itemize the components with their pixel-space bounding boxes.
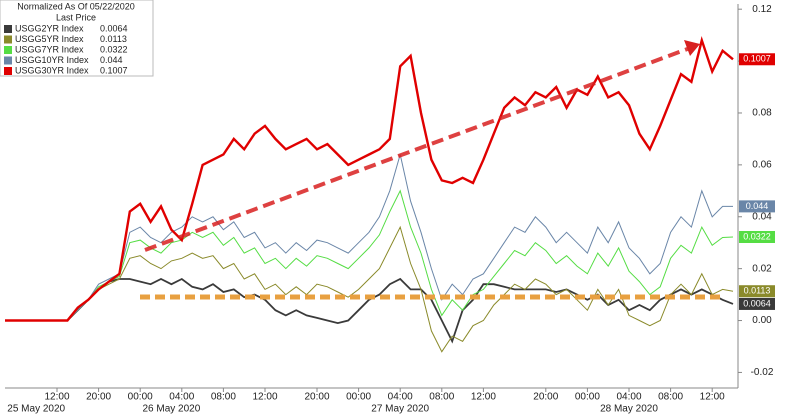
y-tick-label: 0.12: [752, 4, 772, 15]
last-price-label: 0.0113: [744, 286, 771, 296]
legend-title: Normalized As Of 05/22/2020: [17, 1, 135, 11]
y-tick-label: 0.08: [752, 108, 772, 119]
series-line: [5, 189, 734, 321]
legend-value: 0.1007: [100, 65, 128, 75]
last-price-label: 0.044: [746, 201, 769, 211]
x-date-label: 27 May 2020: [371, 404, 429, 414]
x-tick-label: 04:00: [616, 392, 641, 403]
trend-arrow-head: [684, 40, 700, 56]
x-tick-label: 12:00: [471, 392, 496, 403]
legend-value: 0.0064: [100, 23, 128, 33]
legend-label: USGG7YR Index: [15, 44, 84, 54]
last-price-label: 0.1007: [743, 54, 771, 64]
x-tick-label: 12:00: [252, 392, 277, 403]
last-price-box: [739, 230, 775, 243]
x-tick-label: 08:00: [658, 392, 683, 403]
x-tick-label: 04:00: [169, 392, 194, 403]
y-tick-label: 0.04: [752, 211, 772, 222]
series-line: [5, 154, 733, 321]
legend: Normalized As Of 05/22/2020 Last Price U…: [0, 0, 154, 77]
series-line: [5, 225, 734, 353]
x-tick-label: 00:00: [128, 392, 153, 403]
legend-value: 0.0322: [100, 44, 128, 54]
x-tick-label: 20:00: [533, 392, 558, 403]
x-tick-label: 20:00: [86, 392, 111, 403]
x-date-label: 25 May 2020: [7, 404, 65, 414]
legend-label: USGG2YR Index: [15, 23, 84, 33]
x-date-label: 26 May 2020: [142, 404, 200, 414]
x-date-label: 28 May 2020: [600, 404, 658, 414]
x-tick-label: 20:00: [304, 392, 329, 403]
plot-area: [5, 36, 734, 353]
y-tick-label: 0.06: [752, 160, 772, 171]
legend-swatch: [4, 35, 12, 44]
y-tick-label: 0.02: [752, 263, 772, 274]
legend-swatch: [4, 67, 12, 75]
legend-value: 0.044: [100, 55, 123, 65]
x-tick-label: 00:00: [575, 392, 600, 403]
x-tick-label: 12:00: [700, 392, 725, 403]
series-line: [5, 36, 734, 322]
x-tick-label: 04:00: [388, 392, 413, 403]
x-tick-label: 00:00: [346, 392, 371, 403]
x-tick-label: 08:00: [211, 392, 236, 403]
legend-subtitle: Last Price: [56, 12, 96, 22]
last-price-label: 0.0322: [743, 231, 771, 241]
legend-label: USGG30YR Index: [15, 65, 89, 75]
series-line: [5, 277, 734, 344]
annotations: [140, 40, 722, 300]
last-price-box: [739, 53, 775, 66]
last-price-box: [739, 297, 775, 310]
y-tick-label: 0.00: [752, 315, 772, 326]
trend-arrow: [144, 46, 691, 252]
legend-label: USGG10YR Index: [15, 55, 89, 65]
legend-swatch: [4, 56, 12, 65]
last-price-label: 0.0064: [743, 298, 771, 308]
last-price-box: [739, 200, 775, 213]
legend-swatch: [4, 25, 12, 33]
x-tick-label: 12:00: [44, 392, 69, 403]
legend-swatch: [4, 46, 12, 54]
last-price-box: [739, 285, 775, 298]
legend-label: USGG5YR Index: [15, 34, 84, 44]
x-tick-label: 08:00: [429, 392, 454, 403]
legend-box: [0, 0, 154, 77]
y-tick-label: -0.02: [751, 367, 774, 378]
legend-value: 0.0113: [100, 34, 127, 44]
